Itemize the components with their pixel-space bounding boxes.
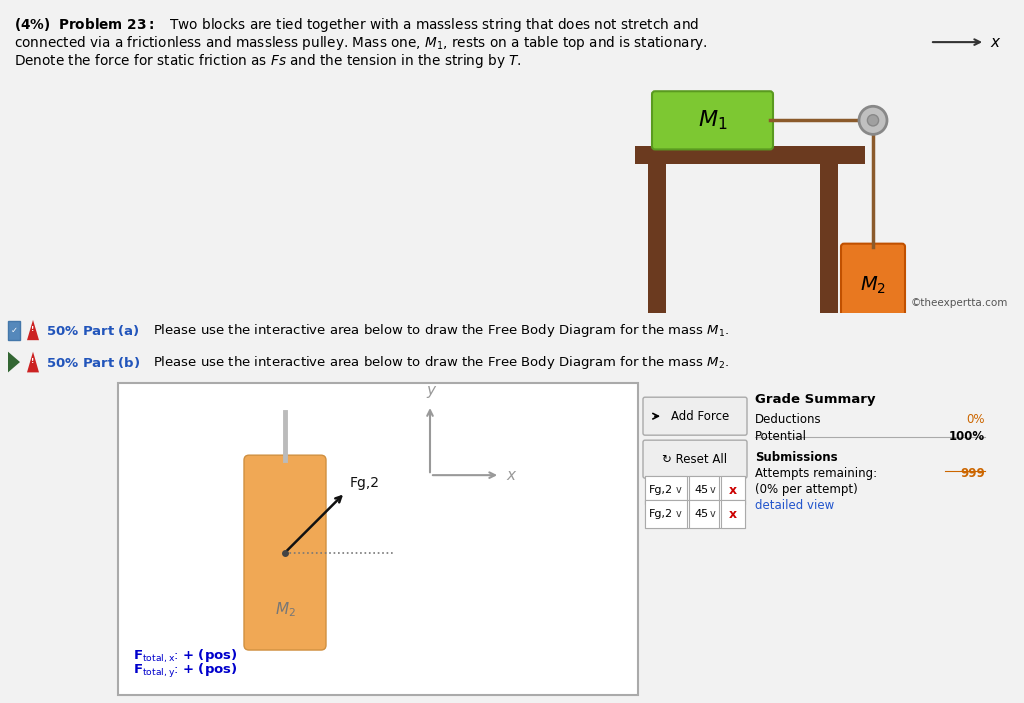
Text: $M_1$: $M_1$: [697, 108, 727, 132]
Text: Please use the interactive area below to draw the Free Body Diagram for the mass: Please use the interactive area below to…: [153, 354, 729, 370]
Text: $x$: $x$: [990, 34, 1001, 50]
FancyBboxPatch shape: [645, 476, 745, 504]
FancyBboxPatch shape: [721, 476, 745, 504]
Text: x: x: [729, 484, 737, 496]
Text: v: v: [710, 509, 716, 519]
Text: $\mathbf{(4\%)}$  $\mathbf{Problem\ 23:}$   Two blocks are tied together with a : $\mathbf{(4\%)}$ $\mathbf{Problem\ 23:}$…: [14, 16, 699, 34]
Text: $y$: $y$: [426, 385, 438, 400]
Text: !: !: [32, 326, 35, 333]
FancyBboxPatch shape: [652, 91, 773, 150]
Text: detailed view: detailed view: [755, 499, 835, 512]
Polygon shape: [8, 352, 20, 373]
Polygon shape: [27, 352, 39, 373]
Text: $\mathbf{F}_{\mathrm{total,x}}$: $\mathbf{+}$ $\mathbf{(pos)}$: $\mathbf{F}_{\mathrm{total,x}}$: $\mathb…: [133, 648, 238, 665]
Text: v: v: [676, 509, 682, 519]
FancyBboxPatch shape: [689, 500, 719, 528]
FancyBboxPatch shape: [645, 500, 687, 528]
FancyBboxPatch shape: [820, 165, 838, 313]
FancyBboxPatch shape: [721, 500, 745, 528]
Text: Please use the interactive area below to draw the Free Body Diagram for the mass: Please use the interactive area below to…: [153, 321, 729, 339]
Text: v: v: [710, 485, 716, 495]
Text: v: v: [676, 485, 682, 495]
Text: ↻ Reset All: ↻ Reset All: [663, 453, 728, 465]
Text: $\bf{50\%\ Part\ (a)}$: $\bf{50\%\ Part\ (a)}$: [46, 323, 140, 337]
Circle shape: [859, 106, 887, 134]
Text: $M_2$: $M_2$: [860, 275, 886, 297]
Text: $M_2$: $M_2$: [274, 600, 295, 619]
Text: x: x: [729, 508, 737, 521]
FancyBboxPatch shape: [648, 165, 666, 313]
Polygon shape: [27, 320, 39, 340]
Text: $\mathbf{F}_{\mathrm{total,y}}$: $\mathbf{+}$ $\mathbf{(pos)}$: $\mathbf{F}_{\mathrm{total,y}}$: $\mathb…: [133, 662, 238, 680]
Text: Grade Summary: Grade Summary: [755, 393, 876, 406]
Text: Add Force: Add Force: [671, 410, 729, 423]
FancyBboxPatch shape: [244, 455, 326, 650]
FancyBboxPatch shape: [689, 476, 719, 504]
Text: !: !: [32, 359, 35, 364]
FancyBboxPatch shape: [643, 440, 746, 478]
Text: 100%: 100%: [949, 430, 985, 443]
Text: Submissions: Submissions: [755, 451, 838, 464]
FancyBboxPatch shape: [635, 146, 865, 165]
Text: 45: 45: [694, 485, 709, 495]
Text: connected via a frictionless and massless pulley. Mass one, $M_1$, rests on a ta: connected via a frictionless and massles…: [14, 34, 708, 52]
Text: Fg,2: Fg,2: [649, 509, 673, 519]
Text: Fg,2: Fg,2: [350, 475, 380, 489]
FancyBboxPatch shape: [118, 383, 638, 695]
Text: ✓: ✓: [10, 325, 17, 335]
Circle shape: [867, 115, 879, 126]
Text: (0% per attempt): (0% per attempt): [755, 483, 858, 496]
Text: Potential: Potential: [755, 430, 807, 443]
Text: 0%: 0%: [967, 413, 985, 426]
Text: $x$: $x$: [506, 467, 517, 483]
Text: Denote the force for static friction as $\it{Fs}$ and the tension in the string : Denote the force for static friction as …: [14, 52, 522, 70]
Text: $\bf{50\%\ Part\ (b)}$: $\bf{50\%\ Part\ (b)}$: [46, 354, 140, 370]
Text: 999: 999: [961, 467, 985, 480]
Text: Attempts remaining:: Attempts remaining:: [755, 467, 878, 480]
Text: Fg,2: Fg,2: [649, 485, 673, 495]
FancyBboxPatch shape: [643, 397, 746, 435]
Text: ©theexpertta.com: ©theexpertta.com: [910, 298, 1008, 308]
FancyBboxPatch shape: [645, 500, 745, 528]
FancyBboxPatch shape: [8, 321, 20, 340]
FancyBboxPatch shape: [645, 476, 687, 504]
FancyBboxPatch shape: [841, 244, 905, 328]
Text: 45: 45: [694, 509, 709, 519]
Text: Deductions: Deductions: [755, 413, 821, 426]
